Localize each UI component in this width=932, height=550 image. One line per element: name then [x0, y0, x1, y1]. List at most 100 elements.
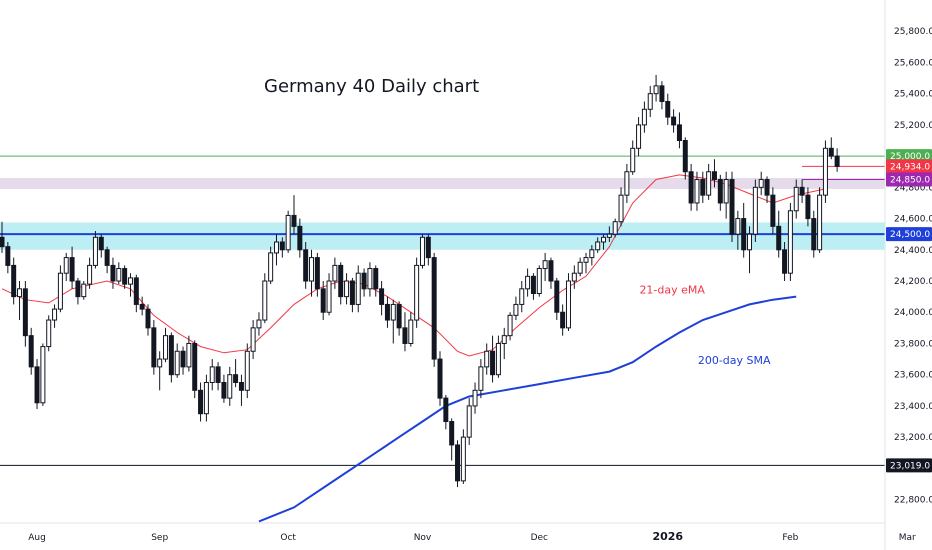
candle-body: [81, 283, 87, 298]
candle: [624, 163, 630, 203]
price-tag-bg: [886, 172, 932, 187]
candle: [63, 252, 69, 282]
candle-body: [817, 194, 823, 251]
candle: [817, 187, 823, 253]
y-tick-label: 24,200.0: [894, 277, 932, 287]
time-axis[interactable]: Aug Sep Oct Nov Dec 2026 Feb Mar: [28, 530, 916, 543]
candle: [530, 273, 536, 300]
candle: [57, 265, 63, 313]
candle: [601, 234, 607, 250]
candle-body: [338, 264, 344, 298]
candle: [747, 226, 753, 274]
candle-body: [828, 147, 834, 157]
candle-body: [723, 179, 729, 204]
candle-body: [571, 272, 577, 282]
candle: [735, 210, 741, 250]
zone-1: [0, 177, 885, 189]
candle: [805, 187, 811, 227]
candle-body: [320, 288, 326, 313]
candle: [34, 359, 40, 410]
candle-body: [390, 303, 396, 321]
candle: [659, 81, 665, 110]
candle: [75, 277, 81, 305]
candle-body: [688, 171, 694, 204]
candle: [127, 273, 133, 297]
candle-body: [250, 327, 256, 352]
candle-body: [799, 186, 805, 196]
candle-body: [17, 288, 23, 298]
candle: [507, 312, 513, 341]
candle: [723, 171, 729, 219]
candle: [297, 218, 303, 258]
candle: [630, 140, 636, 175]
candle: [338, 262, 344, 305]
candle: [589, 245, 595, 266]
candle: [396, 301, 402, 336]
candle-body: [460, 436, 466, 482]
candles-layer: [0, 74, 840, 488]
candle: [367, 262, 373, 297]
candle: [244, 343, 250, 399]
candle-body: [379, 288, 385, 305]
candle-body: [729, 179, 735, 235]
candle: [186, 335, 192, 372]
candle-body: [163, 335, 169, 360]
candle: [694, 171, 700, 211]
candle-body: [501, 335, 507, 344]
price-tag-label: 25,000.0: [890, 152, 930, 162]
candle: [180, 346, 186, 375]
candle: [764, 176, 770, 203]
candle: [472, 382, 478, 414]
candle: [525, 268, 531, 297]
candle-body: [618, 194, 624, 223]
candle-body: [168, 335, 174, 376]
candle: [711, 159, 717, 188]
candle: [116, 262, 122, 285]
candle: [501, 327, 507, 360]
candle-body: [244, 350, 250, 391]
candle-body: [630, 147, 636, 173]
candle: [349, 277, 355, 313]
candle-body: [747, 233, 753, 251]
candle-body: [624, 171, 630, 196]
candle: [262, 273, 268, 324]
candle: [834, 148, 840, 172]
candle: [466, 398, 472, 445]
candle: [647, 85, 653, 118]
candle: [209, 359, 215, 391]
candle-body: [793, 186, 799, 212]
candle: [443, 394, 449, 430]
candle-body: [606, 233, 612, 238]
candle-body: [419, 236, 425, 266]
price-tag-label: 24,934.0: [890, 162, 930, 172]
candle-body: [192, 342, 198, 391]
candle: [542, 252, 548, 282]
y-tick-label: 23,400.0: [894, 402, 932, 412]
candle: [163, 327, 169, 363]
candle-body: [127, 277, 133, 285]
candle-body: [711, 171, 717, 181]
zone-0: [0, 222, 885, 250]
candle: [636, 117, 642, 157]
candle: [606, 226, 612, 242]
candle-body: [484, 350, 490, 368]
candle: [332, 257, 338, 289]
candle-body: [268, 252, 274, 282]
price-tag-label: 23,019.0: [890, 461, 930, 471]
candle-body: [75, 280, 81, 298]
candle: [431, 252, 437, 367]
candle-body: [472, 389, 478, 407]
candle: [227, 366, 233, 406]
candle-body: [209, 366, 215, 383]
candle: [5, 241, 11, 274]
candle-body: [530, 275, 536, 295]
candle-body: [361, 272, 367, 290]
price-tag: 24,850.0: [886, 172, 932, 187]
candle: [361, 268, 367, 297]
candle: [40, 343, 46, 406]
candle-body: [414, 264, 420, 321]
candle: [752, 179, 758, 242]
candle: [384, 296, 390, 328]
candle: [285, 210, 291, 253]
